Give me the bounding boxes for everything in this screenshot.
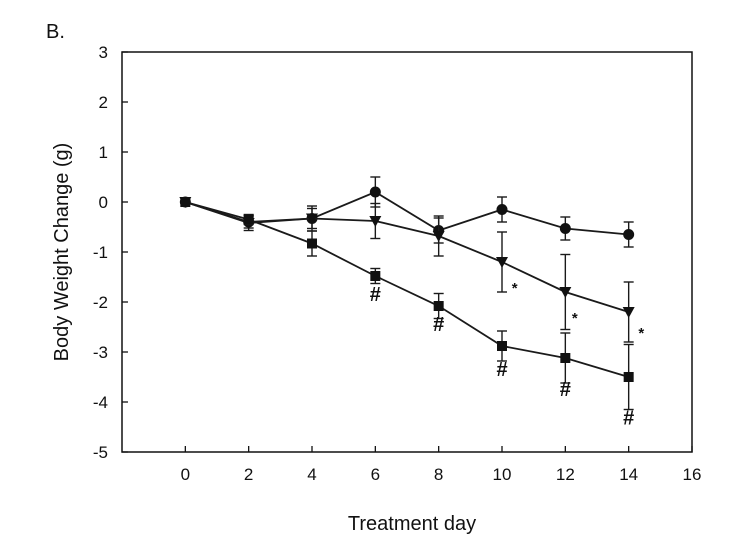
series-circle (179, 176, 635, 248)
significance-hash: # (433, 314, 444, 336)
point-square (370, 271, 381, 281)
x-tick-label: 4 (307, 465, 316, 484)
point-triangle (622, 307, 635, 318)
y-tick-label: -4 (93, 393, 108, 412)
point-triangle (306, 213, 318, 225)
point-square (433, 301, 444, 311)
y-axis-title: Body Weight Change (g) (51, 143, 73, 362)
y-tick-label: -2 (93, 293, 108, 312)
point-square (307, 238, 317, 249)
x-tick-label: 10 (493, 465, 512, 484)
point-triangle (496, 257, 508, 268)
significance-star: * (638, 325, 644, 342)
point-circle (496, 204, 508, 215)
x-tick-label: 16 (683, 465, 702, 484)
significance-hash: # (496, 359, 507, 381)
series-line-triangle (185, 201, 629, 313)
point-square (180, 197, 191, 207)
annotations: # # # # # * * * (370, 280, 645, 430)
y-tick-label: -5 (93, 443, 108, 462)
significance-hash: # (370, 284, 381, 306)
x-tick-label: 14 (619, 465, 638, 484)
point-square (243, 214, 254, 225)
point-triangle (369, 216, 382, 227)
point-circle (369, 186, 381, 198)
y-tick-label: 3 (99, 43, 108, 62)
point-triangle (559, 287, 572, 298)
plot-frame (121, 51, 693, 453)
series-square (180, 197, 634, 411)
significance-hash: # (623, 408, 634, 430)
point-triangle (432, 231, 445, 242)
x-tick-label: 8 (434, 465, 443, 484)
significance-star: * (512, 280, 518, 297)
significance-hash: # (560, 379, 571, 401)
x-tick-label: 0 (181, 465, 190, 484)
panel-label: B. (46, 21, 65, 43)
point-square (497, 341, 507, 351)
y-tick-label: 2 (99, 93, 108, 112)
x-axis-title: Treatment day (348, 513, 476, 535)
axis-ticks (122, 51, 693, 453)
x-tick-label: 2 (244, 465, 253, 484)
y-tick-label: -1 (93, 243, 108, 262)
series-line-square (185, 201, 629, 378)
significance-star: * (572, 310, 578, 327)
y-tick-label: 0 (99, 193, 108, 212)
series-layer (179, 176, 635, 411)
y-tick-label: -3 (93, 343, 108, 362)
point-square (623, 372, 634, 382)
point-circle (623, 229, 635, 240)
x-tick-label: 12 (556, 465, 575, 484)
point-square (560, 353, 571, 363)
series-triangle (179, 197, 635, 343)
x-tick-label: 6 (371, 465, 380, 484)
y-tick-label: 1 (99, 143, 108, 162)
point-circle (559, 223, 571, 234)
